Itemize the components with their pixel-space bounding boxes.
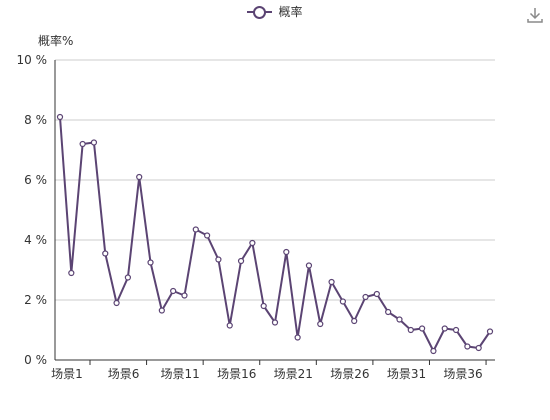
- data-point: [124, 274, 131, 281]
- data-point: [407, 326, 414, 334]
- x-tick-label: 场景26: [330, 367, 369, 381]
- data-point: [362, 293, 369, 301]
- data-point: [226, 322, 233, 329]
- data-point: [317, 320, 324, 328]
- data-point: [192, 226, 199, 233]
- data-point: [147, 259, 154, 266]
- data-point: [102, 250, 109, 257]
- data-point: [56, 113, 64, 121]
- data-point: [305, 262, 313, 269]
- data-point: [351, 317, 358, 325]
- legend-label: 概率: [278, 5, 303, 19]
- data-point: [181, 292, 188, 299]
- data-point: [158, 307, 165, 314]
- data-point: [113, 299, 120, 307]
- y-tick-label: 2 %: [24, 293, 47, 307]
- data-point: [260, 302, 267, 310]
- data-point: [441, 325, 448, 332]
- series-line: [59, 116, 491, 352]
- data-point: [215, 256, 222, 263]
- data-point: [464, 343, 471, 350]
- x-tick-label: 场景6: [108, 367, 140, 381]
- legend-line-marker-icon: [247, 5, 273, 19]
- data-point: [475, 344, 482, 352]
- data-point: [249, 239, 256, 247]
- data-point: [294, 334, 301, 341]
- y-tick-label: 4 %: [24, 233, 47, 247]
- x-tick-label: 场景31: [387, 367, 426, 381]
- data-point: [204, 232, 211, 239]
- data-point: [68, 269, 75, 277]
- x-tick-label: 场景16: [217, 367, 256, 381]
- download-icon[interactable]: [526, 6, 544, 24]
- data-point: [271, 319, 279, 326]
- data-point: [430, 347, 437, 355]
- data-point: [373, 290, 380, 298]
- data-point: [90, 139, 98, 146]
- y-axis-title: 概率%: [38, 34, 74, 48]
- y-tick-label: 8 %: [24, 113, 47, 127]
- legend[interactable]: 概率: [0, 3, 550, 22]
- data-point: [328, 278, 335, 286]
- data-point: [136, 173, 143, 181]
- data-point: [385, 308, 392, 316]
- data-point: [486, 328, 494, 335]
- data-point: [419, 325, 426, 332]
- x-tick-label: 场景11: [161, 367, 200, 381]
- data-point: [452, 326, 460, 334]
- x-tick-label: 场景36: [443, 367, 482, 381]
- x-tick-label: 场景1: [51, 367, 83, 381]
- data-point: [170, 287, 177, 295]
- y-tick-label: 6 %: [24, 173, 47, 187]
- data-point: [283, 248, 290, 256]
- data-point: [237, 257, 245, 265]
- data-point: [396, 316, 403, 323]
- x-tick-label: 场景21: [274, 367, 313, 381]
- y-tick-label: 10 %: [17, 53, 48, 67]
- data-point: [339, 298, 346, 305]
- data-point: [79, 140, 86, 148]
- y-tick-label: 0 %: [24, 353, 47, 367]
